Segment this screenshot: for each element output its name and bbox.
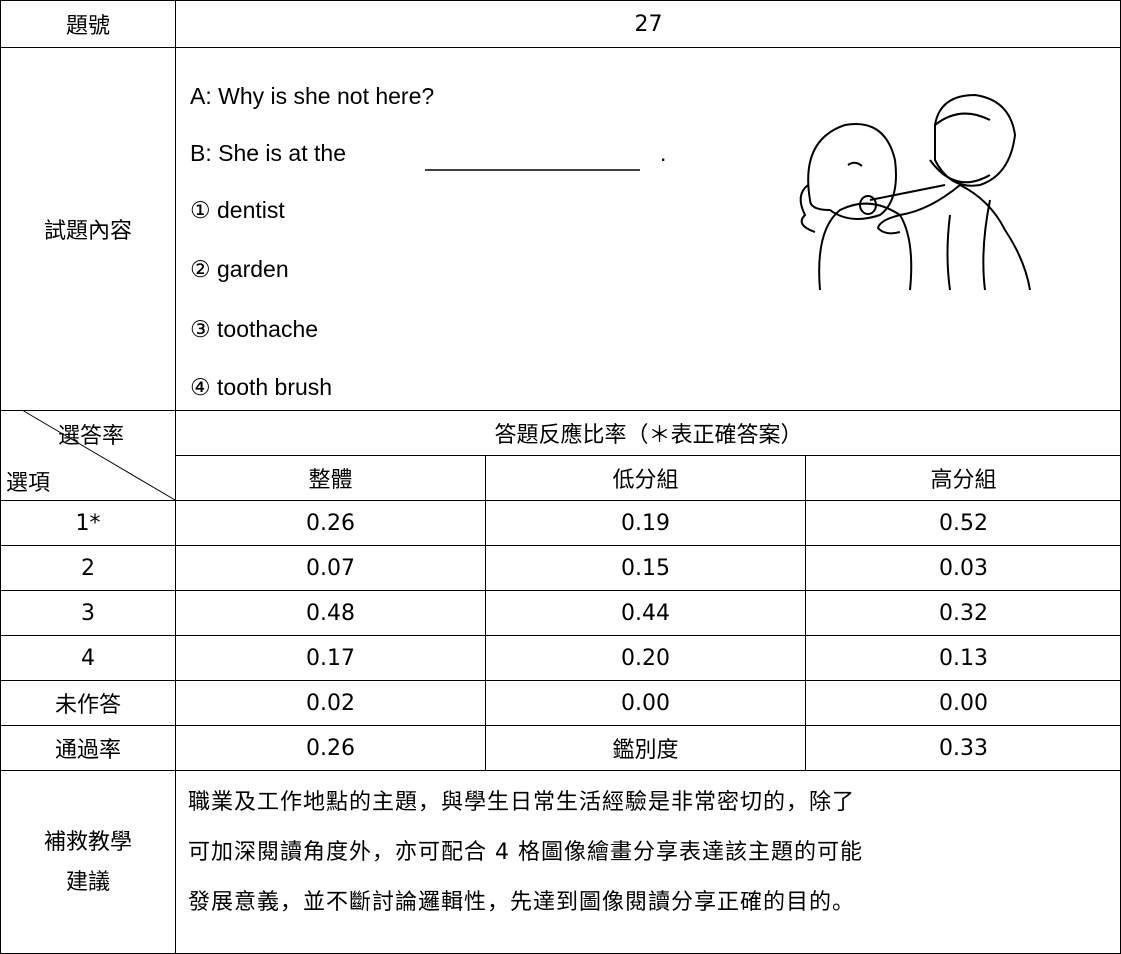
remedial-label-line: 補救教學: [43, 829, 132, 855]
group-header: 答題反應比率（＊表正確答案）: [175, 410, 1121, 455]
remedial-text-line: 發展意義，並不斷討論邏輯性，先達到圖像閱讀分享正確的目的。: [188, 890, 856, 915]
corner-bottom: 選項: [6, 471, 51, 496]
summary-cell: 0.26: [175, 725, 485, 770]
option-label: 未作答: [0, 680, 175, 725]
question-line: B: She is at the: [190, 140, 346, 166]
rate-cell: 0.26: [175, 500, 485, 545]
option: ① dentist: [190, 197, 285, 223]
summary-cell: 通過率: [0, 725, 175, 770]
option-label: 1*: [0, 500, 175, 545]
rate-cell: 0.07: [175, 545, 485, 590]
option-label: 3: [0, 590, 175, 635]
content-cell: [175, 47, 1121, 410]
item-label: 題號: [0, 0, 175, 47]
rate-cell: 0.48: [175, 590, 485, 635]
rate-cell: 0.03: [805, 545, 1121, 590]
rate-cell: 0.52: [805, 500, 1121, 545]
rate-cell: 0.00: [485, 680, 805, 725]
remedial-label: 補救教學 建議: [0, 770, 175, 954]
rate-cell: 0.32: [805, 590, 1121, 635]
remedial-text-line: 職業及工作地點的主題，與學生日常生活經驗是非常密切的，除了: [188, 790, 856, 815]
option: ④ tooth brush: [190, 374, 333, 400]
option-label: 2: [0, 545, 175, 590]
column-header: 低分組: [485, 455, 805, 500]
question-line: A: Why is she not here?: [190, 83, 435, 109]
rate-cell: 0.15: [485, 545, 805, 590]
summary-cell: 鑑別度: [485, 725, 805, 770]
question-line: .: [660, 140, 667, 166]
column-header: 整體: [175, 455, 485, 500]
content-label: 試題內容: [0, 47, 175, 410]
item-number: 27: [175, 0, 1121, 47]
summary-cell: 0.33: [805, 725, 1121, 770]
option-label: 4: [0, 635, 175, 680]
rate-cell: 0.00: [805, 680, 1121, 725]
option: ② garden: [190, 256, 289, 282]
option: ③ toothache: [190, 316, 319, 342]
column-header: 高分組: [805, 455, 1121, 500]
remedial-label-line: 建議: [65, 869, 110, 895]
rate-cell: 0.20: [485, 635, 805, 680]
rate-cell: 0.19: [485, 500, 805, 545]
remedial-cell: [175, 770, 1121, 954]
rate-cell: 0.44: [485, 590, 805, 635]
rate-cell: 0.17: [175, 635, 485, 680]
rate-cell: 0.02: [175, 680, 485, 725]
rate-cell: 0.13: [805, 635, 1121, 680]
corner-top: 選答率: [58, 424, 125, 449]
remedial-text-line: 可加深閱讀角度外，亦可配合 4 格圖像繪畫分享表達該主題的可能: [188, 840, 863, 865]
